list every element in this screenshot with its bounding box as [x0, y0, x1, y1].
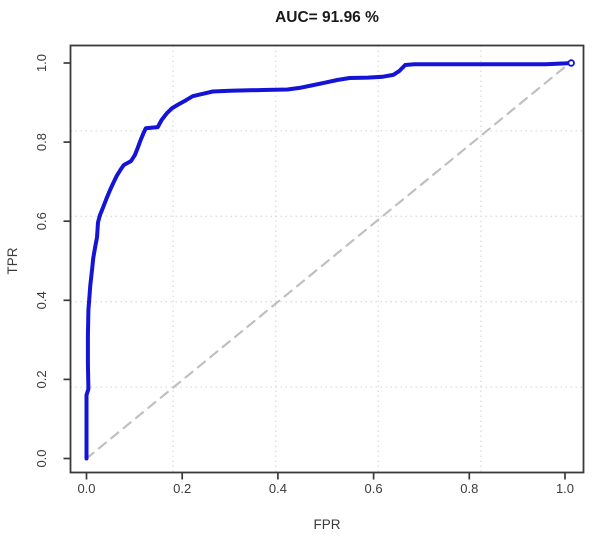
y-axis-ticks: 0.0 0.2 0.4 0.6 0.8 1.0	[34, 54, 71, 468]
plot-box	[69, 44, 585, 474]
gridlines	[70, 45, 584, 473]
x-axis-ticks: 0.0 0.2 0.4 0.6 0.8 1.0	[77, 472, 574, 496]
y-tick-label: 0.4	[34, 291, 49, 309]
x-axis-title: FPR	[314, 517, 341, 532]
roc-curve-endpoint-marker	[567, 59, 575, 67]
x-tick-label: 0.0	[77, 481, 95, 496]
y-tick-label: 0.6	[34, 212, 49, 230]
roc-curve-line	[84, 61, 574, 461]
chance-diagonal-line	[85, 61, 571, 460]
y-tick-label: 1.0	[34, 54, 49, 72]
y-axis-title: TPR	[5, 247, 20, 274]
x-tick-label: 0.4	[269, 481, 287, 496]
x-tick-label: 0.2	[173, 481, 191, 496]
chart-title: AUC= 91.96 %	[275, 9, 379, 26]
y-tick-label: 0.2	[34, 370, 49, 388]
x-tick-label: 0.6	[365, 481, 383, 496]
plot-series	[84, 59, 575, 461]
y-tick-label: 0.8	[34, 133, 49, 151]
y-tick-label: 0.0	[34, 449, 49, 467]
x-tick-label: 1.0	[556, 481, 574, 496]
x-tick-label: 0.8	[460, 481, 478, 496]
